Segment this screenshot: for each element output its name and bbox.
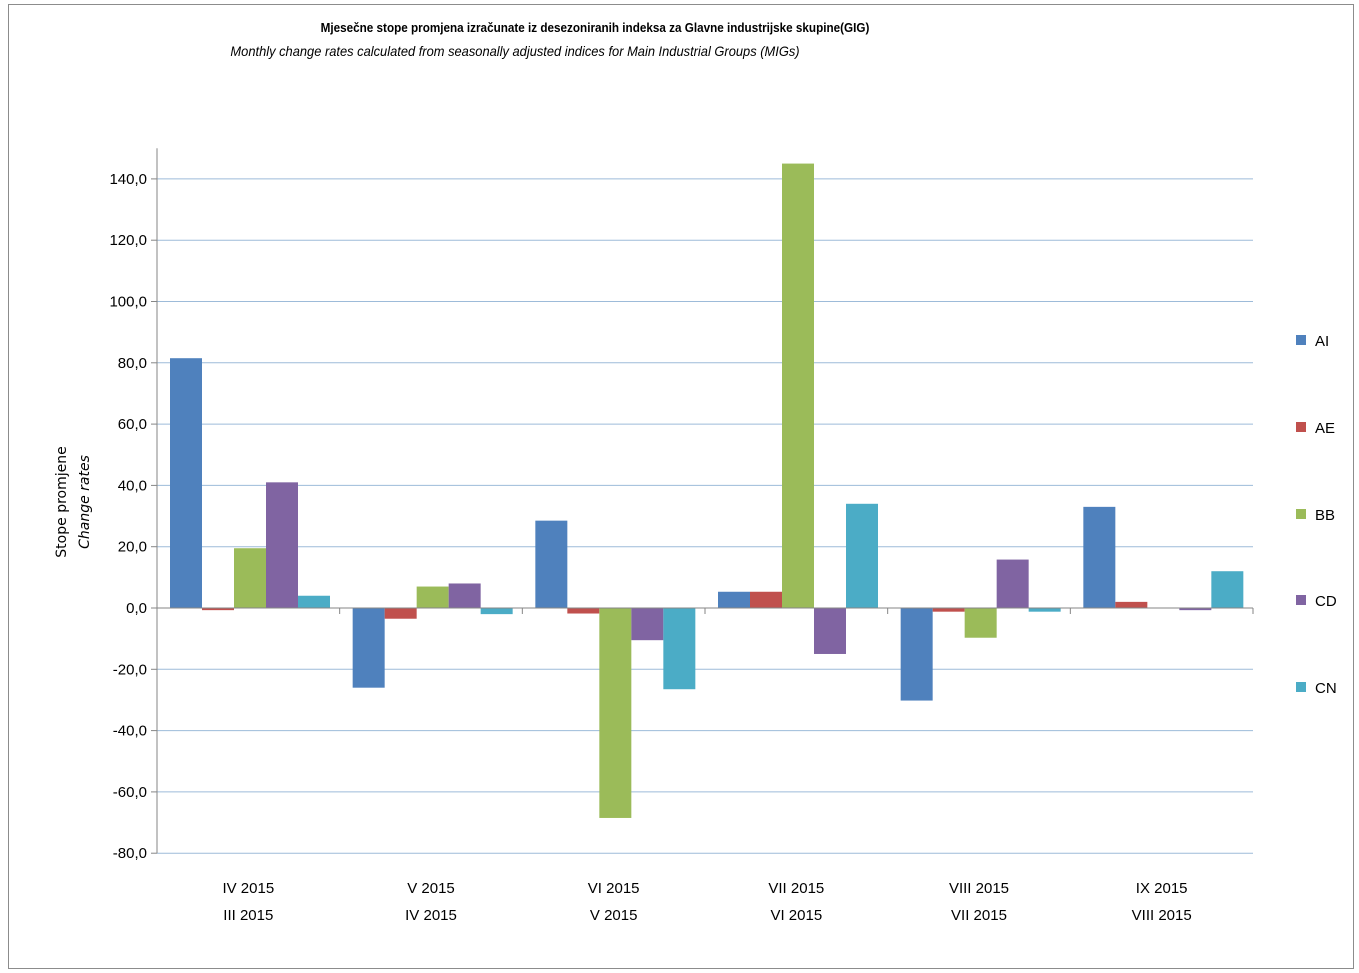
- legend-label-cd: CD: [1315, 593, 1337, 610]
- bar-ai: [535, 520, 568, 608]
- legend-swatch-bb: [1296, 509, 1306, 519]
- legend-swatch-ai: [1296, 335, 1306, 345]
- bar-cd: [631, 608, 664, 641]
- bar-cd: [1179, 608, 1212, 611]
- axes: [151, 148, 1254, 854]
- chart-title: Mjesečne stope promjena izračunate iz de…: [320, 20, 870, 35]
- y-tick-label: 120,0: [109, 232, 147, 249]
- x-category-label: IV 2015: [222, 880, 274, 897]
- bars: [170, 163, 1244, 818]
- bar-ae: [567, 608, 600, 614]
- bar-ai: [1083, 506, 1116, 608]
- bar-ae: [750, 591, 782, 608]
- bar-bb: [782, 163, 814, 608]
- legend-swatch-ae: [1296, 422, 1306, 432]
- x-category-label-base: VII 2015: [951, 907, 1007, 924]
- x-category-label-base: III 2015: [223, 907, 273, 924]
- x-category-label-base: IV 2015: [405, 907, 457, 924]
- x-category-label: VIII 2015: [949, 880, 1009, 897]
- legend-label-cn: CN: [1315, 680, 1337, 697]
- legend-swatch-cn: [1296, 682, 1306, 692]
- chart-frame: [8, 4, 1354, 969]
- bar-ai: [718, 591, 750, 608]
- x-category-label: IX 2015: [1136, 880, 1188, 897]
- bar-cn: [846, 503, 878, 608]
- y-tick-label: 0,0: [126, 600, 147, 617]
- bar-cn: [1211, 571, 1244, 608]
- y-axis-label-en: Change rates: [77, 455, 93, 549]
- bar-ae: [384, 608, 417, 619]
- bar-cd: [266, 482, 298, 608]
- bar-ai: [352, 608, 385, 688]
- legend: AI AE BB CD CN: [1296, 333, 1337, 697]
- legend-label-ai: AI: [1315, 333, 1329, 350]
- y-tick-label: -20,0: [113, 661, 147, 678]
- bar-bb: [964, 608, 997, 638]
- y-tick-label: 140,0: [109, 171, 147, 188]
- x-category-label: VI 2015: [588, 880, 640, 897]
- y-tick-labels: -80,0 -60,0 -40,0 -20,0 0,0 20,0 40,0 60,0 80,0 1…: [109, 171, 147, 862]
- bar-cn: [298, 595, 330, 608]
- legend-swatch-cd: [1296, 595, 1306, 605]
- chart-subtitle: Monthly change rates calculated from sea…: [230, 43, 800, 59]
- bar-cd: [448, 583, 481, 608]
- bar-cd: [996, 559, 1029, 608]
- bar-ai: [170, 358, 202, 608]
- x-category-label: V 2015: [407, 880, 455, 897]
- y-tick-label: -60,0: [113, 784, 147, 801]
- bar-bb: [599, 608, 632, 818]
- bar-bb: [234, 548, 266, 608]
- y-tick-label: 20,0: [118, 539, 147, 556]
- bar-ae: [202, 608, 234, 611]
- bar-ae: [932, 608, 965, 612]
- y-tick-label: 80,0: [118, 355, 147, 372]
- legend-label-bb: BB: [1315, 507, 1335, 524]
- y-tick-label: -40,0: [113, 723, 147, 740]
- y-axis-label: Stope promjene: [54, 446, 70, 557]
- x-category-label: VII 2015: [768, 880, 824, 897]
- legend-label-ae: AE: [1315, 420, 1335, 437]
- y-tick-label: 40,0: [118, 477, 147, 494]
- x-category-label-base: VIII 2015: [1132, 907, 1192, 924]
- bar-cn: [1028, 608, 1061, 612]
- x-category-label-base: V 2015: [590, 907, 638, 924]
- bar-cn: [663, 608, 696, 690]
- bar-ae: [1115, 601, 1148, 608]
- gridlines: [157, 178, 1253, 854]
- bar-bb: [416, 586, 449, 608]
- x-category-labels: IV 2015 III 2015 V 2015 IV 2015 VI 2015 V 201…: [222, 880, 1191, 924]
- x-category-label-base: VI 2015: [770, 907, 822, 924]
- bar-cd: [814, 608, 846, 654]
- y-tick-label: 100,0: [109, 294, 147, 311]
- y-tick-label: -80,0: [113, 845, 147, 862]
- y-tick-label: 60,0: [118, 416, 147, 433]
- bar-ai: [900, 608, 933, 701]
- bar-cn: [480, 608, 513, 615]
